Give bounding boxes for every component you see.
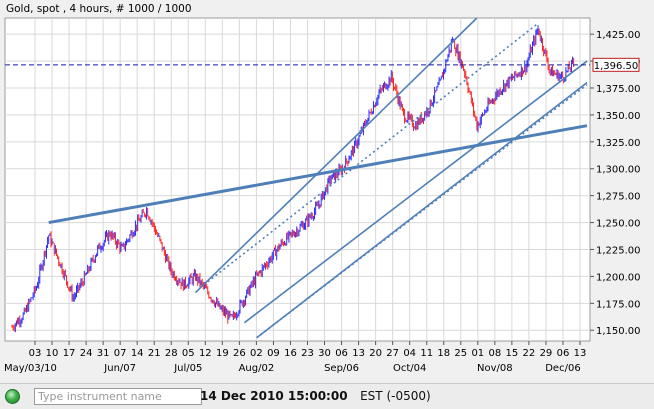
trend-lines (5, 17, 590, 339)
x-day-label: 11 (420, 348, 433, 359)
current-price-label: 1,396.50 (594, 61, 639, 72)
x-day-label: 06 (335, 348, 348, 359)
status-bar: 14 Dec 2010 15:00:00 EST (-0500) (0, 383, 654, 409)
x-day-label: 13 (574, 348, 587, 359)
y-tick-label: 1,350.00 (596, 111, 641, 122)
y-tick-label: 1,225.00 (596, 245, 641, 256)
x-day-label: 02 (250, 348, 263, 359)
y-tick-label: 1,325.00 (596, 138, 641, 149)
dotted-channel-line (256, 84, 588, 339)
x-day-label: 17 (63, 348, 76, 359)
x-day-label: 30 (318, 348, 331, 359)
x-day-label: 07 (114, 348, 127, 359)
x-day-label: 24 (80, 348, 93, 359)
x-day-label: 26 (233, 348, 246, 359)
chart-title: Gold, spot , 4 hours, # 1000 / 1000 (6, 3, 192, 15)
x-day-label: 03 (29, 348, 42, 359)
y-axis: 1,425.001,400.001,375.001,350.001,325.00… (590, 30, 641, 337)
y-tick-label: 1,250.00 (596, 219, 641, 230)
x-day-label: 01 (471, 348, 484, 359)
connection-status-icon[interactable] (5, 389, 20, 404)
x-axis: 03 10 17 24 31 07 14 21 28 05 12 19 26 02 09 16 23 30 06 13… (4, 341, 586, 374)
x-day-label: 18 (437, 348, 450, 359)
current-price-box (592, 57, 640, 72)
x-month-label: Dec/06 (545, 363, 580, 374)
y-tick-label: 1,175.00 (596, 299, 641, 310)
y-tick-label: 1,200.00 (596, 272, 641, 283)
x-day-label: 12 (199, 348, 212, 359)
x-day-label: 14 (131, 348, 144, 359)
y-tick-label: 1,150.00 (596, 326, 641, 337)
y-tick-label: 1,375.00 (596, 84, 641, 95)
x-day-label: 22 (523, 348, 536, 359)
x-day-label: 21 (148, 348, 161, 359)
x-day-label: 04 (403, 348, 416, 359)
x-month-label: Sep/06 (324, 363, 359, 374)
x-month-label: Nov/08 (477, 363, 513, 374)
x-day-label: 15 (506, 348, 519, 359)
y-tick-label: 1,275.00 (596, 192, 641, 203)
x-month-label: Jun/07 (103, 363, 136, 374)
x-day-label: 28 (165, 348, 178, 359)
x-day-label: 16 (284, 348, 297, 359)
x-day-label: 06 (557, 348, 570, 359)
candles (11, 25, 575, 333)
datetime-readout: 14 Dec 2010 15:00:00 EST (-0500) (200, 389, 431, 403)
x-month-label: May/03/10 (4, 363, 57, 374)
trendline (256, 81, 588, 339)
plot-area[interactable] (4, 17, 591, 342)
trendline (243, 60, 588, 324)
x-day-label: 29 (540, 348, 553, 359)
x-day-label: 27 (386, 348, 399, 359)
y-tick-label: 1,300.00 (596, 165, 641, 176)
x-day-label: 08 (488, 348, 501, 359)
y-tick-label: 1,425.00 (596, 30, 641, 41)
x-day-label: 09 (267, 348, 280, 359)
datetime-value: 14 Dec 2010 15:00:00 (200, 389, 348, 403)
x-day-label: 20 (369, 348, 382, 359)
x-day-label: 05 (182, 348, 195, 359)
x-month-label: Aug/02 (239, 363, 275, 374)
x-month-label: Jul/05 (173, 363, 202, 374)
x-day-label: 23 (301, 348, 314, 359)
x-month-label: Oct/04 (393, 363, 426, 374)
x-day-label: 31 (97, 348, 110, 359)
timezone-value: EST (-0500) (360, 389, 431, 403)
x-day-label: 10 (46, 348, 59, 359)
x-day-label: 13 (352, 348, 365, 359)
price-chart[interactable]: 1,425.001,400.001,375.001,350.001,325.00… (0, 0, 654, 383)
x-day-label: 19 (216, 348, 229, 359)
x-day-label: 25 (454, 348, 467, 359)
instrument-search-input[interactable] (34, 388, 202, 405)
trendline (194, 17, 478, 294)
